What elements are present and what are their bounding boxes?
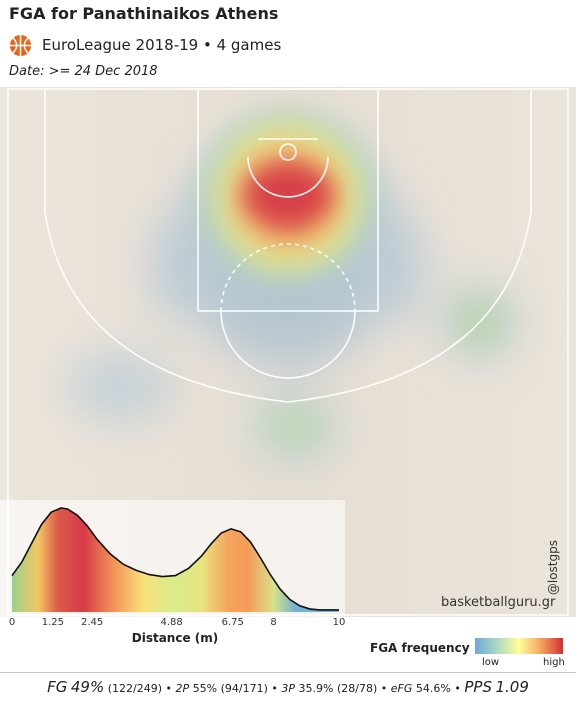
- x-tick-label-4: 6.75: [222, 617, 244, 628]
- efg-label: eFG: [390, 682, 413, 695]
- stats-summary: FG 49% (122/249) • 2P 55% (94/171) • 3P …: [0, 678, 576, 696]
- fg-label: FG: [47, 678, 68, 696]
- watermark-text: basketballguru.gr: [441, 595, 556, 610]
- x-tick-label-2: 2.45: [81, 617, 103, 628]
- sep-1: •: [165, 682, 173, 695]
- p2-pct: 55%: [192, 682, 218, 695]
- chart-subtitle: EuroLeague 2018-19 • 4 games: [42, 36, 282, 54]
- fg-count: (122/249): [107, 682, 162, 695]
- legend: FGA frequency low high: [370, 635, 570, 675]
- x-tick-label-3: 4.88: [160, 617, 182, 628]
- x-tick-label-1: 1.25: [42, 617, 64, 628]
- x-axis-ticks: 0 1.25 2.45 4.88 6.75 8 10: [9, 617, 345, 628]
- pps-label: PPS: [464, 678, 492, 696]
- sep-4: •: [454, 682, 461, 695]
- distance-density-chart: 0 1.25 2.45 4.88 6.75 8 10 Distance (m): [0, 500, 345, 650]
- x-tick-label-5: 8: [270, 617, 276, 628]
- court-heatmap: [0, 87, 576, 617]
- p3-count: (28/78): [336, 682, 378, 695]
- author-handle: @lostgps: [546, 540, 560, 596]
- legend-color-bar: [475, 638, 563, 654]
- euroleague-ball-icon: [9, 34, 32, 56]
- legend-high-label: high: [543, 657, 565, 668]
- fg-pct: 49%: [70, 678, 105, 696]
- p3-label: 3P: [281, 682, 296, 695]
- p2-label: 2P: [175, 682, 190, 695]
- sep-3: •: [380, 682, 388, 695]
- p3-pct: 35.9%: [298, 682, 334, 695]
- efg-pct: 54.6%: [415, 682, 451, 695]
- density-line: [11, 507, 339, 611]
- legend-low-label: low: [482, 657, 500, 668]
- x-axis-label: Distance (m): [132, 631, 219, 645]
- p2-count: (94/171): [220, 682, 268, 695]
- subtitle-row: EuroLeague 2018-19 • 4 games: [9, 33, 281, 57]
- sep-2: •: [271, 682, 278, 695]
- date-filter: Date: >= 24 Dec 2018: [9, 64, 158, 79]
- pps-value: 1.09: [495, 678, 529, 696]
- chart-title: FGA for Panathinaikos Athens: [9, 4, 279, 23]
- x-tick-label-0: 0: [9, 617, 15, 628]
- legend-title: FGA frequency: [370, 641, 470, 655]
- stats-divider: [0, 672, 576, 673]
- x-tick-label-6: 10: [333, 617, 345, 628]
